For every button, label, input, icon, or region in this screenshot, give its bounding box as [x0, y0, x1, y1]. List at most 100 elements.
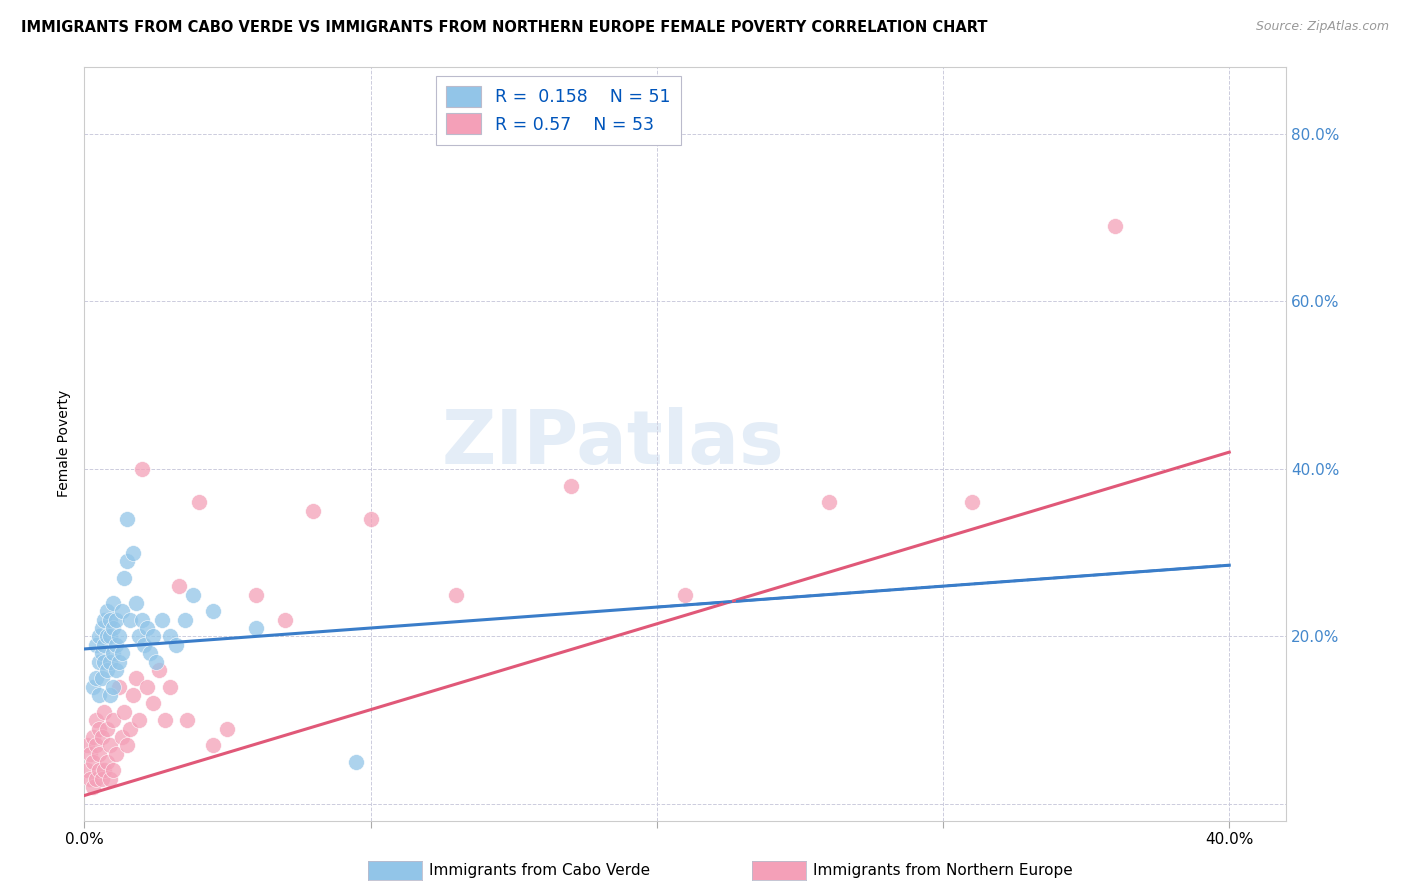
Point: [125, 596, 148, 610]
Point: [117, 554, 139, 568]
Point: [101, 621, 124, 635]
Text: Immigrants from Northern Europe: Immigrants from Northern Europe: [813, 863, 1073, 878]
Point: [98, 688, 121, 702]
Point: [101, 646, 124, 660]
Point: [128, 713, 150, 727]
Point: [98, 629, 121, 643]
Point: [93, 613, 115, 627]
Point: [120, 613, 142, 627]
Point: [217, 722, 239, 736]
Point: [107, 629, 129, 643]
Point: [90, 646, 112, 660]
Point: [187, 495, 209, 509]
Point: [96, 629, 118, 643]
Point: [98, 739, 121, 753]
Point: [960, 495, 983, 509]
Point: [117, 739, 139, 753]
Point: [302, 504, 325, 518]
Point: [128, 629, 150, 643]
Text: IMMIGRANTS FROM CABO VERDE VS IMMIGRANTS FROM NORTHERN EUROPE FEMALE POVERTY COR: IMMIGRANTS FROM CABO VERDE VS IMMIGRANTS…: [21, 20, 987, 35]
Point: [817, 495, 839, 509]
Text: Source: ZipAtlas.com: Source: ZipAtlas.com: [1256, 20, 1389, 33]
Point: [181, 588, 204, 602]
Point: [245, 588, 267, 602]
Point: [173, 613, 195, 627]
Y-axis label: Female Poverty: Female Poverty: [58, 390, 72, 498]
Point: [90, 621, 112, 635]
Point: [110, 604, 132, 618]
Point: [148, 663, 170, 677]
Point: [82, 730, 104, 744]
Point: [104, 663, 127, 677]
Point: [84, 772, 107, 786]
Point: [202, 604, 225, 618]
Point: [96, 604, 118, 618]
Text: Immigrants from Cabo Verde: Immigrants from Cabo Verde: [429, 863, 650, 878]
Point: [165, 638, 187, 652]
Point: [101, 680, 124, 694]
Point: [245, 621, 267, 635]
Point: [93, 638, 115, 652]
Point: [107, 680, 129, 694]
Point: [82, 755, 104, 769]
Point: [84, 739, 107, 753]
Point: [87, 764, 110, 778]
Point: [120, 722, 142, 736]
Point: [145, 655, 167, 669]
Point: [104, 638, 127, 652]
Point: [96, 722, 118, 736]
Point: [93, 764, 115, 778]
Point: [104, 747, 127, 761]
Point: [202, 739, 225, 753]
Point: [98, 772, 121, 786]
Point: [79, 772, 101, 786]
Point: [167, 579, 190, 593]
Point: [101, 596, 124, 610]
Point: [87, 747, 110, 761]
Point: [122, 546, 145, 560]
Point: [159, 629, 181, 643]
Point: [153, 713, 176, 727]
Point: [560, 478, 582, 492]
Point: [87, 688, 110, 702]
Point: [114, 571, 135, 585]
Point: [131, 613, 153, 627]
Point: [82, 680, 104, 694]
Point: [96, 755, 118, 769]
Point: [107, 655, 129, 669]
Point: [122, 688, 145, 702]
Point: [79, 747, 101, 761]
Point: [125, 671, 148, 685]
Point: [87, 722, 110, 736]
Point: [87, 655, 110, 669]
Point: [110, 646, 132, 660]
Point: [101, 764, 124, 778]
Point: [134, 638, 156, 652]
Point: [98, 613, 121, 627]
Point: [84, 671, 107, 685]
Legend: R =  0.158    N = 51, R = 0.57    N = 53: R = 0.158 N = 51, R = 0.57 N = 53: [436, 76, 681, 145]
Point: [446, 588, 468, 602]
Point: [274, 613, 297, 627]
Point: [90, 772, 112, 786]
Point: [110, 730, 132, 744]
Point: [117, 512, 139, 526]
Point: [360, 512, 382, 526]
Point: [150, 613, 173, 627]
Point: [114, 705, 135, 719]
Text: ZIPatlas: ZIPatlas: [441, 408, 785, 480]
Point: [142, 697, 165, 711]
Point: [142, 629, 165, 643]
Point: [176, 713, 198, 727]
Point: [96, 663, 118, 677]
Point: [675, 588, 697, 602]
Point: [101, 713, 124, 727]
Point: [136, 680, 159, 694]
Point: [76, 764, 98, 778]
Point: [84, 713, 107, 727]
Point: [159, 680, 181, 694]
Point: [93, 705, 115, 719]
Point: [136, 621, 159, 635]
Point: [344, 755, 367, 769]
Point: [87, 629, 110, 643]
